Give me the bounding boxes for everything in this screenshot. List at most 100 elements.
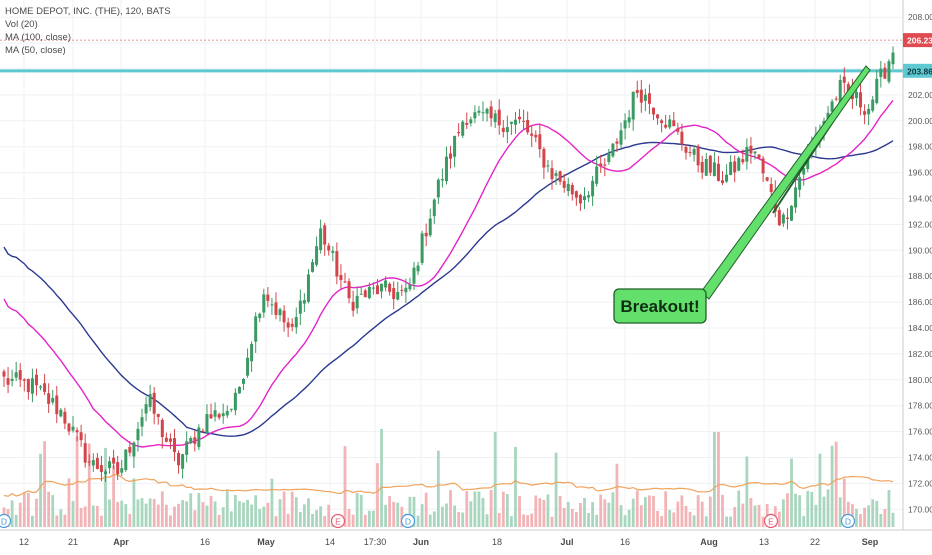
candlestick[interactable] — [26, 378, 30, 400]
candlestick[interactable] — [859, 83, 863, 116]
candlestick[interactable] — [733, 155, 737, 183]
candlestick[interactable] — [254, 312, 258, 353]
candlestick[interactable] — [233, 388, 237, 416]
candlestick[interactable] — [367, 282, 371, 300]
candlestick[interactable] — [676, 122, 680, 135]
candlestick[interactable] — [371, 282, 375, 295]
candlestick[interactable] — [250, 341, 254, 372]
candlestick[interactable] — [298, 289, 302, 326]
candlestick[interactable] — [205, 404, 209, 435]
candlestick[interactable] — [538, 123, 542, 158]
last-price-badge[interactable] — [903, 33, 932, 48]
candlestick[interactable] — [883, 63, 887, 79]
candlestick[interactable] — [258, 312, 262, 323]
candlestick[interactable] — [225, 405, 229, 419]
candlestick[interactable] — [55, 385, 59, 424]
candlestick[interactable] — [587, 191, 591, 203]
candlestick[interactable] — [75, 427, 79, 442]
candlestick[interactable] — [22, 378, 26, 392]
candlestick[interactable] — [688, 146, 692, 157]
candlestick[interactable] — [842, 67, 846, 94]
candlestick[interactable] — [863, 104, 867, 125]
candlestick[interactable] — [262, 288, 266, 318]
candlestick[interactable] — [351, 290, 355, 317]
candlestick[interactable] — [124, 449, 128, 472]
candlestick[interactable] — [554, 170, 558, 185]
candlestick[interactable] — [396, 281, 400, 301]
candlestick[interactable] — [623, 113, 627, 140]
candlestick[interactable] — [481, 101, 485, 122]
candlestick[interactable] — [294, 307, 298, 334]
time-axis[interactable]: 12 21 Apr 16 May 14 17:30 Jun 18 Jul 16 Aug 13 22 Sep — [0, 529, 932, 550]
candlestick[interactable] — [160, 418, 164, 449]
candlestick[interactable] — [716, 155, 720, 182]
candlestick[interactable] — [769, 177, 773, 198]
candlestick[interactable] — [355, 286, 359, 314]
candlestick[interactable] — [887, 59, 891, 84]
candlestick[interactable] — [509, 121, 513, 135]
candlestick[interactable] — [172, 428, 176, 462]
candlestick[interactable] — [457, 123, 461, 137]
candlestick[interactable] — [47, 383, 51, 413]
candlestick[interactable] — [737, 156, 741, 172]
candlestick[interactable] — [51, 389, 55, 405]
candlestick[interactable] — [501, 120, 505, 138]
candlestick[interactable] — [177, 450, 181, 474]
candlestick[interactable] — [6, 367, 10, 394]
candlestick[interactable] — [278, 307, 282, 322]
candlestick[interactable] — [461, 119, 465, 139]
candlestick[interactable] — [680, 123, 684, 151]
indicator-volume[interactable]: Vol (20) — [5, 19, 38, 30]
candlestick[interactable] — [189, 436, 193, 445]
candlestick[interactable] — [34, 368, 38, 396]
candlestick[interactable] — [473, 105, 477, 124]
candlestick[interactable] — [319, 219, 323, 254]
candlestick[interactable] — [790, 205, 794, 222]
candlestick[interactable] — [266, 287, 270, 308]
candlestick[interactable] — [712, 152, 716, 177]
candlestick[interactable] — [43, 373, 47, 396]
candlestick[interactable] — [99, 455, 103, 482]
candlestick[interactable] — [871, 96, 875, 113]
candlestick[interactable] — [132, 441, 136, 468]
candlestick[interactable] — [753, 151, 757, 160]
candlestick[interactable] — [692, 145, 696, 162]
candlestick[interactable] — [18, 363, 22, 388]
candlestick[interactable] — [745, 138, 749, 170]
candlestick[interactable] — [879, 60, 883, 88]
candlestick[interactable] — [392, 281, 396, 310]
candlestick[interactable] — [651, 107, 655, 120]
candlestick[interactable] — [87, 454, 91, 467]
candlestick[interactable] — [798, 172, 802, 198]
candlestick[interactable] — [635, 80, 639, 98]
candlestick[interactable] — [217, 412, 221, 421]
candlestick[interactable] — [363, 288, 367, 298]
candlestick[interactable] — [347, 278, 351, 304]
candlestick[interactable] — [404, 278, 408, 303]
candlestick[interactable] — [424, 223, 428, 247]
candlestick[interactable] — [497, 99, 501, 135]
candlestick[interactable] — [656, 114, 660, 125]
candlestick[interactable] — [193, 430, 197, 452]
candlestick[interactable] — [246, 348, 250, 378]
candlestick[interactable] — [428, 208, 432, 238]
candlestick[interactable] — [79, 424, 83, 447]
resistance-price-badge[interactable] — [903, 63, 932, 78]
candlestick[interactable] — [63, 407, 67, 430]
candlestick[interactable] — [582, 187, 586, 210]
candlestick[interactable] — [875, 69, 879, 105]
candlestick[interactable] — [108, 456, 112, 474]
candlestick[interactable] — [615, 138, 619, 153]
candlestick[interactable] — [201, 428, 205, 433]
candlestick[interactable] — [465, 112, 469, 130]
candlesticks[interactable] — [2, 46, 895, 482]
candlestick[interactable] — [416, 261, 420, 275]
candlestick[interactable] — [777, 207, 781, 227]
candlestick[interactable] — [209, 403, 213, 419]
candlestick[interactable] — [148, 384, 152, 412]
candlestick[interactable] — [2, 369, 6, 388]
dividend-event-marker[interactable]: D — [400, 513, 416, 529]
